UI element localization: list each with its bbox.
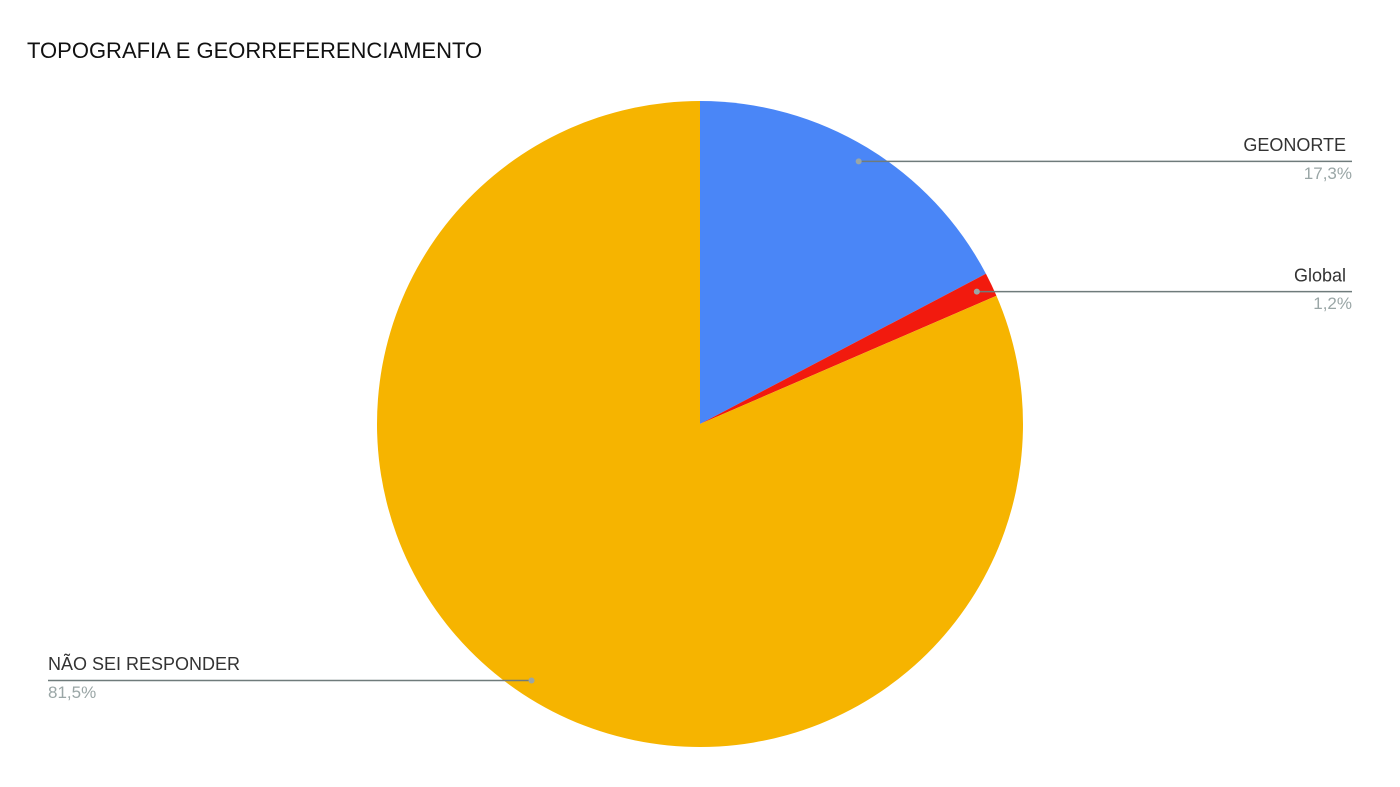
slice-label: Global: [1294, 265, 1346, 285]
slice-label: GEONORTE: [1243, 135, 1346, 155]
chart-title: TOPOGRAFIA E GEORREFERENCIAMENTO: [27, 38, 482, 63]
leader-dot: [973, 288, 980, 295]
slice-value-label: 1,2%: [1313, 294, 1352, 313]
leader-dot: [855, 158, 862, 165]
slice-value-label: 81,5%: [48, 683, 96, 702]
slice-value-label: 17,3%: [1304, 164, 1352, 183]
pie-slice: [377, 101, 1023, 747]
slice-label: NÃO SEI RESPONDER: [48, 653, 240, 674]
pie-slice: [700, 273, 997, 424]
leader-dot: [528, 677, 535, 684]
pie-slice: [700, 101, 986, 424]
